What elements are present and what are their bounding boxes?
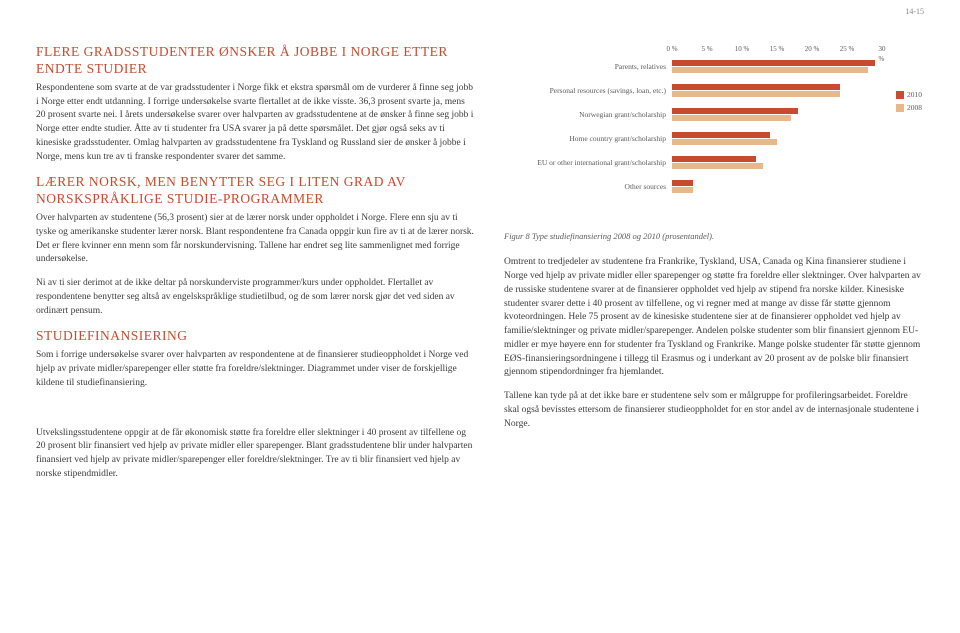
bar-2010 [672,156,756,162]
page-number: 14-15 [905,6,924,18]
legend-item: 2010 [896,90,922,101]
funding-chart: 0 %5 %10 %15 %20 %25 %30 % Parents, rela… [504,44,904,214]
chart-row: Personal resources (savings, loan, etc.) [672,84,882,104]
bar-2008 [672,139,777,145]
bar-2010 [672,108,798,114]
right-column: 0 %5 %10 %15 %20 %25 %30 % Parents, rela… [504,44,924,492]
chart-row: Other sources [672,180,882,200]
heading-norsk: LÆRER NORSK, MEN BENYTTER SEG I LITEN GR… [36,174,476,208]
legend-swatch [896,91,904,99]
bar-2008 [672,163,763,169]
bar-2008 [672,187,693,193]
x-tick-label: 5 % [701,44,712,54]
heading-grads: FLERE GRADSSTUDENTER ØNSKER Å JOBBE I NO… [36,44,476,78]
chart-row: EU or other international grant/scholars… [672,156,882,176]
para-finans: Som i forrige undersøkelse svarer over h… [36,349,476,390]
bar-2010 [672,132,770,138]
chart-category-label: Norwegian grant/scholarship [504,111,666,120]
chart-category-label: Home country grant/scholarship [504,135,666,144]
x-tick-label: 25 % [840,44,855,54]
chart-legend: 2010 2008 [896,90,922,116]
para-grads: Respondentene som svarte at de var grads… [36,82,476,165]
chart-row: Home country grant/scholarship [672,132,882,152]
para-norsk-1: Over halvparten av studentene (56,3 pros… [36,212,476,267]
chart-plot-area: Parents, relatives Personal resources (sa… [672,56,882,206]
para-utveksling: Utvekslingsstudentene oppgir at de får ø… [36,427,476,482]
left-column: FLERE GRADSSTUDENTER ØNSKER Å JOBBE I NO… [36,44,476,492]
chart-category-label: Parents, relatives [504,63,666,72]
para-right-2: Tallene kan tyde på at det ikke bare er … [504,390,924,431]
bar-2008 [672,91,840,97]
chart-category-label: Other sources [504,183,666,192]
chart-category-label: EU or other international grant/scholars… [504,159,666,168]
bar-2008 [672,67,868,73]
x-tick-label: 0 % [666,44,677,54]
legend-label: 2010 [907,90,922,101]
chart-caption: Figur 8 Type studiefinansiering 2008 og … [504,230,924,242]
heading-finans: STUDIEFINANSIERING [36,328,476,345]
para-norsk-2: Ni av ti sier derimot at de ikke deltar … [36,277,476,318]
chart-row: Norwegian grant/scholarship [672,108,882,128]
chart-row: Parents, relatives [672,60,882,80]
x-tick-label: 10 % [735,44,750,54]
para-right-1: Omtrent to tredjedeler av studentene fra… [504,256,924,380]
legend-label: 2008 [907,103,922,114]
bar-2008 [672,115,791,121]
bar-2010 [672,180,693,186]
bar-2010 [672,60,875,66]
two-column-layout: FLERE GRADSSTUDENTER ØNSKER Å JOBBE I NO… [36,44,924,492]
bar-2010 [672,84,840,90]
x-tick-label: 20 % [805,44,820,54]
chart-x-axis: 0 %5 %10 %15 %20 %25 %30 % [672,44,882,54]
legend-item: 2008 [896,103,922,114]
x-tick-label: 15 % [770,44,785,54]
chart-category-label: Personal resources (savings, loan, etc.) [504,87,666,96]
legend-swatch [896,104,904,112]
